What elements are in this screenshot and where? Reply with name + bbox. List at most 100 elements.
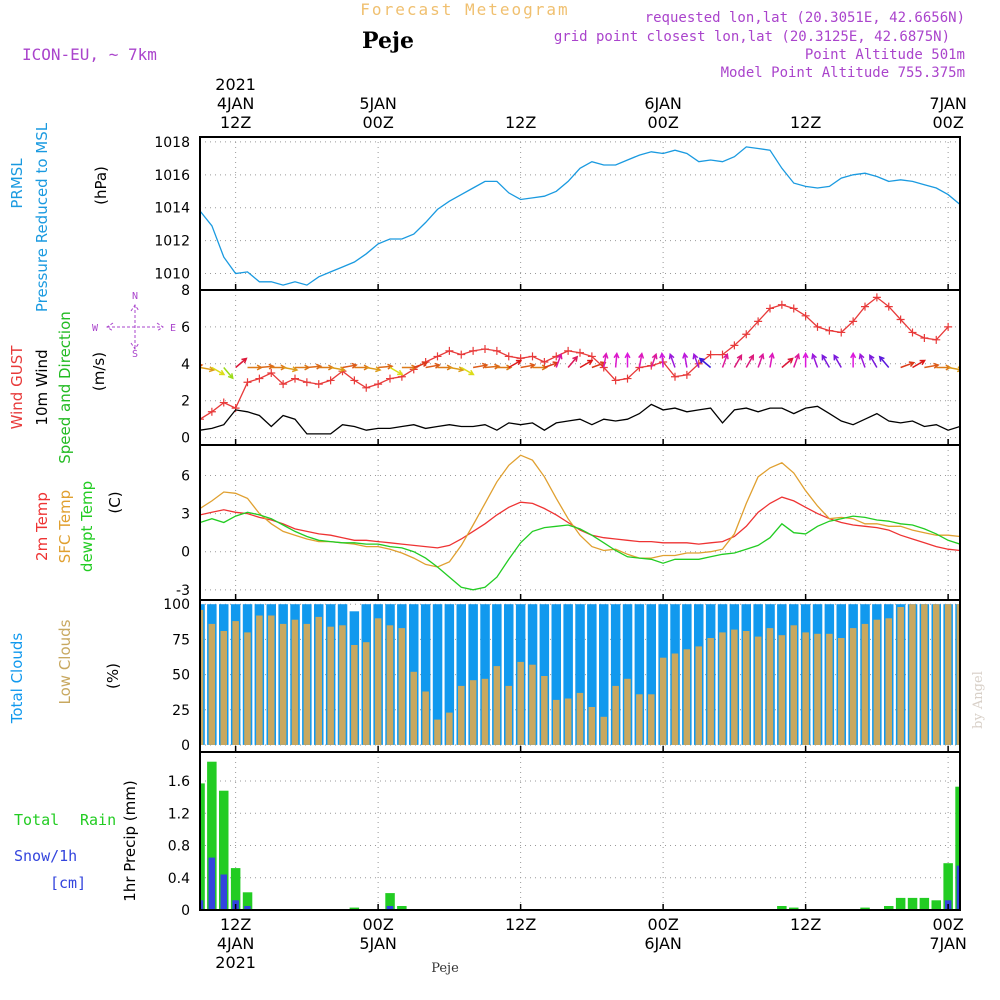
bar-low_clouds bbox=[992, 616, 999, 746]
wind-dir-arrow bbox=[140, 368, 152, 375]
wind-dir-arrow bbox=[924, 362, 940, 369]
gust-marker bbox=[374, 380, 383, 389]
bar-low_clouds bbox=[220, 631, 227, 745]
bar-total_clouds bbox=[136, 604, 146, 745]
wind-dir-arrow bbox=[127, 367, 141, 372]
wind-dir-arrow bbox=[624, 351, 631, 368]
wind-dir-arrow bbox=[496, 364, 513, 371]
bar-rain bbox=[242, 892, 253, 910]
wind-dir-arrow bbox=[668, 352, 676, 368]
compass-lines bbox=[106, 304, 164, 350]
bar-low_clouds bbox=[683, 649, 691, 745]
ylabel-wind-1: 10m Wind bbox=[33, 349, 51, 425]
wind-dir-arrow bbox=[223, 367, 234, 380]
panel-frame bbox=[199, 751, 961, 911]
wind-dir-arrow bbox=[850, 351, 857, 368]
bar-rain bbox=[931, 900, 941, 910]
compass-rose: W E N S bbox=[92, 291, 176, 360]
bar-rain bbox=[200, 783, 205, 910]
bar-low_clouds bbox=[873, 619, 881, 745]
ylabel-temp-0: 2m Temp bbox=[33, 492, 51, 561]
bar-total_clouds bbox=[634, 604, 645, 745]
bar-total_clouds bbox=[456, 604, 466, 745]
bottom-tick-label: 12Z bbox=[790, 915, 821, 934]
y-tick-label: 0 bbox=[181, 738, 190, 754]
bar-low_clouds bbox=[743, 631, 750, 745]
bar-low_clouds bbox=[707, 638, 714, 745]
gust-marker bbox=[718, 350, 727, 359]
bar-low_clouds bbox=[469, 680, 477, 745]
y-tick-label: 6 bbox=[181, 468, 190, 484]
y-tick-label: 1016 bbox=[154, 168, 190, 184]
bar-low_clouds bbox=[279, 623, 287, 745]
wind-dir-arrow bbox=[555, 352, 563, 368]
ylabel-temp-2: dewpt Temp bbox=[78, 481, 96, 572]
gust-marker bbox=[149, 382, 157, 390]
bar-total_clouds bbox=[551, 604, 561, 745]
y-tick-label: 50 bbox=[172, 668, 190, 684]
wind-dir-arrow bbox=[306, 363, 323, 370]
gust-marker bbox=[243, 378, 252, 387]
bar-total_clouds bbox=[991, 604, 1000, 745]
bottom-tick-label: 00Z bbox=[362, 915, 393, 934]
panel-wind: 0 2 4 6 8 Wind GUST 10m Wind Speed and Directio… bbox=[8, 283, 961, 464]
gust-marker bbox=[279, 380, 288, 389]
gust-marker bbox=[587, 352, 596, 361]
series-pressure bbox=[200, 146, 960, 286]
gust-marker bbox=[849, 317, 858, 326]
bar-rain bbox=[397, 906, 407, 910]
bar-low_clouds bbox=[564, 698, 572, 745]
bar-low_clouds bbox=[173, 644, 180, 745]
y-tick-label: 0 bbox=[181, 545, 190, 561]
gust-marker bbox=[492, 346, 501, 355]
wind-dir-arrow bbox=[567, 355, 579, 368]
bar-low_clouds bbox=[351, 645, 358, 745]
bottom-tick-label: 2021 bbox=[215, 953, 256, 972]
model-label: ICON-EU, ~ 7km bbox=[22, 45, 157, 64]
ylabel-cm: [cm] bbox=[50, 874, 86, 892]
bar-rain bbox=[172, 904, 182, 910]
gust-marker bbox=[932, 335, 941, 344]
ylabel-snow: Snow/1h bbox=[14, 847, 77, 865]
compass-n: N bbox=[132, 291, 138, 302]
bar-low_clouds bbox=[493, 666, 501, 745]
bar-total_clouds bbox=[622, 604, 633, 745]
bar-low_clouds bbox=[671, 653, 679, 745]
bar-low_clouds bbox=[838, 638, 845, 745]
gust-marker bbox=[730, 341, 739, 350]
bar-low_clouds bbox=[731, 629, 738, 745]
y-tick-label: 6 bbox=[181, 320, 190, 336]
series-dewpt bbox=[200, 511, 960, 591]
y-tick-label: 2 bbox=[181, 394, 190, 410]
bar-low_clouds bbox=[849, 628, 857, 745]
bar-low_clouds bbox=[933, 604, 940, 745]
gust-marker bbox=[682, 370, 691, 379]
gust-marker bbox=[920, 333, 929, 342]
bar-low_clouds bbox=[956, 604, 960, 745]
gust-marker bbox=[528, 352, 537, 361]
panel-clouds: 0 25 50 75 100 Total Clouds Low Clouds (%) bbox=[8, 597, 1000, 754]
bar-low_clouds bbox=[244, 632, 251, 745]
wind-dir-arrow bbox=[378, 363, 394, 370]
gridpoint-lonlat: grid point closest lon,lat (20.3125E, 42… bbox=[554, 29, 950, 45]
gust-marker bbox=[742, 330, 751, 339]
bar-total_clouds bbox=[468, 604, 478, 745]
bar-low_clouds bbox=[386, 625, 394, 745]
top-tick-label: 00Z bbox=[362, 113, 393, 132]
bar-low_clouds bbox=[114, 708, 121, 745]
wind-dir-arrow bbox=[520, 362, 536, 369]
bar-low_clouds bbox=[200, 609, 204, 745]
gust-marker bbox=[113, 341, 121, 349]
bar-rain bbox=[907, 897, 918, 910]
wind-dir-arrow bbox=[793, 352, 801, 368]
ylabel-wind-0: Wind GUST bbox=[8, 345, 26, 430]
wind-dir-arrow bbox=[544, 361, 560, 369]
gust-marker bbox=[801, 311, 810, 320]
y-tick-label: 25 bbox=[172, 703, 190, 719]
bar-rain bbox=[895, 897, 906, 910]
bar-rain bbox=[943, 863, 953, 910]
wind-dir-arrow bbox=[692, 352, 700, 368]
bar-low_clouds bbox=[778, 635, 786, 745]
